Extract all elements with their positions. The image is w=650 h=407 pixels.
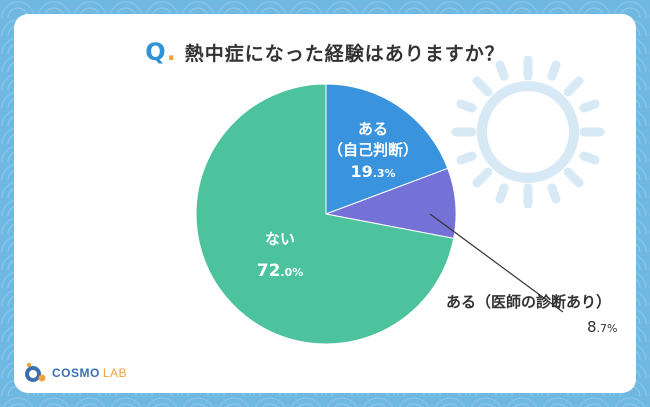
- cosmo-lab-logo: COSMO LAB: [22, 362, 127, 384]
- pie-slice-self-judgment: [325, 83, 449, 215]
- pie-slice-none: [195, 83, 455, 345]
- sun-icon: [451, 55, 605, 209]
- pie-chart: [195, 83, 457, 345]
- slice-label-doctor: ある（医師の診断あり） 8.7%: [446, 293, 618, 336]
- leader-line: [429, 213, 564, 313]
- question-title: Q. 熱中症になった経験はありますか？: [0, 38, 650, 66]
- q-mark: Q.: [145, 38, 177, 66]
- cosmo-logo-icon: [25, 362, 46, 382]
- slice-label-none: ない 72.0%: [256, 230, 304, 281]
- question-text: 熱中症になった経験はありますか？: [184, 43, 505, 65]
- slice-label-self: ある （自己判断） 19.3%: [327, 120, 418, 181]
